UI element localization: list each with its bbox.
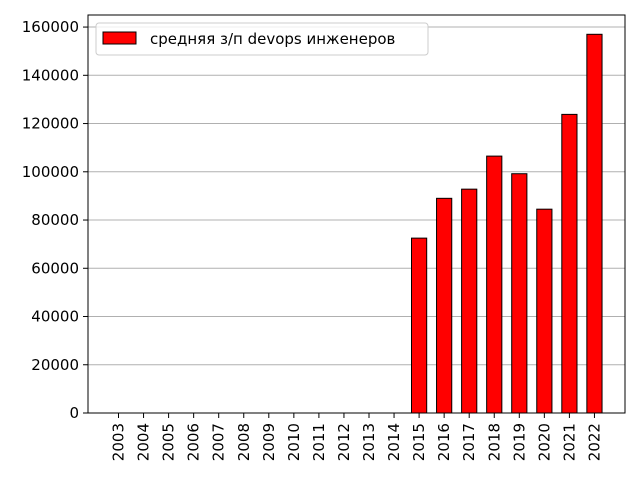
y-tick-label: 20000 — [31, 356, 79, 374]
y-axis: 0 20000 40000 60000 80000 100000 120000 140000 1… — [22, 18, 88, 422]
x-tick-label: 2003 — [110, 423, 128, 461]
x-tick-label: 2007 — [210, 423, 228, 461]
bars — [411, 33, 603, 414]
x-tick-label: 2012 — [335, 423, 353, 461]
y-tick-label: 140000 — [22, 66, 79, 84]
x-tick-label: 2005 — [160, 423, 178, 461]
bar — [586, 33, 603, 414]
x-tick-label: 2004 — [135, 423, 153, 461]
x-tick-label: 2010 — [285, 423, 303, 461]
y-tick-label: 160000 — [22, 18, 79, 36]
x-tick-label: 2006 — [185, 423, 203, 461]
bar — [461, 188, 478, 414]
y-tick-label: 40000 — [31, 308, 79, 326]
y-tick-label: 100000 — [22, 163, 79, 181]
x-axis: 2003 2004 2005 2006 2007 2008 2009 2010 2011 2012… — [110, 413, 603, 461]
legend: средняя з/п devops инженеров — [95, 22, 429, 56]
bar — [436, 197, 453, 414]
bar — [511, 173, 528, 414]
x-tick-label: 2019 — [510, 423, 528, 461]
plot-frame — [87, 14, 626, 414]
bar — [536, 208, 553, 414]
x-tick-label: 2021 — [560, 423, 578, 461]
y-tick-label: 80000 — [31, 211, 79, 229]
bar — [411, 237, 428, 414]
x-tick-label: 2022 — [585, 423, 603, 461]
y-tick-label: 0 — [69, 404, 79, 422]
x-tick-label: 2018 — [485, 423, 503, 461]
x-tick-label: 2011 — [310, 423, 328, 461]
bar — [561, 113, 578, 414]
legend-swatch — [102, 31, 137, 45]
x-tick-label: 2015 — [410, 423, 428, 461]
x-tick-label: 2020 — [535, 423, 553, 461]
x-tick-label: 2014 — [385, 423, 403, 461]
x-tick-label: 2016 — [435, 423, 453, 461]
x-tick-label: 2009 — [260, 423, 278, 461]
grid-lines — [88, 26, 625, 366]
y-tick-label: 60000 — [31, 259, 79, 277]
x-tick-label: 2013 — [360, 423, 378, 461]
bar — [486, 155, 503, 414]
y-tick-label: 120000 — [22, 115, 79, 133]
x-tick-label: 2017 — [460, 423, 478, 461]
legend-box — [95, 22, 429, 56]
x-tick-label: 2008 — [235, 423, 253, 461]
legend-label: средняя з/п devops инженеров — [150, 30, 395, 48]
